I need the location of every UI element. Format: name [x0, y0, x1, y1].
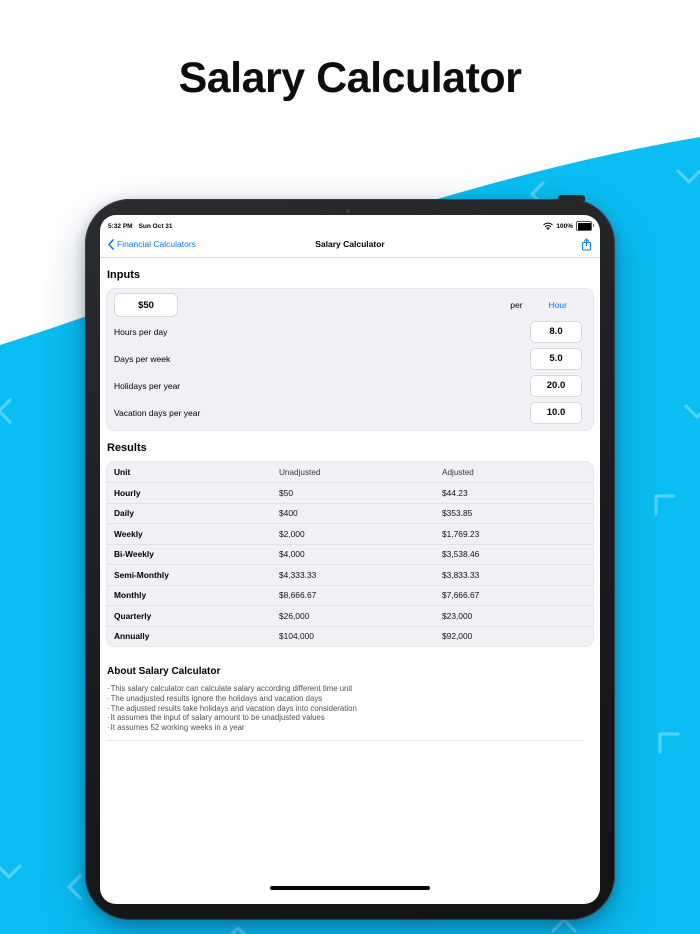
- table-row: Semi-Monthly $4,333.33 $3,833.33: [107, 565, 593, 586]
- about-bullet: The unadjusted results ignore the holida…: [107, 694, 593, 704]
- input-row: Hours per day 8.0: [107, 318, 593, 345]
- table-row: Hourly $50 $44.23: [107, 483, 593, 504]
- about-section-title: About Salary Calculator: [107, 666, 221, 677]
- value-input[interactable]: 10.0: [530, 401, 582, 424]
- table-row: Bi-Weekly $4,000 $3,538.46: [107, 545, 593, 565]
- cell-adjusted: $7,666.67: [442, 590, 480, 601]
- app-screen: 5:32 PM Sun Oct 31 100% Financial Calcul…: [100, 215, 600, 904]
- battery-percent: 100%: [556, 222, 573, 230]
- table-body: Hourly $50 $44.23 Daily $400 $353.85 Wee…: [107, 483, 593, 646]
- wifi-icon: [543, 222, 554, 230]
- unit-picker[interactable]: Hour: [548, 300, 567, 310]
- cell-unit: Quarterly: [114, 610, 152, 621]
- col-header-unit: Unit: [114, 467, 131, 477]
- table-row: Annually $104,000 $92,000: [107, 627, 593, 647]
- navigation-bar: Financial Calculators Salary Calculator: [108, 231, 592, 257]
- cell-unit: Weekly: [114, 528, 143, 539]
- table-row: Monthly $8,666.67 $7,666.67: [107, 586, 593, 606]
- input-field-list: Hours per day 8.0 Days per week 5.0 Holi…: [107, 318, 593, 426]
- value-input[interactable]: 5.0: [530, 347, 582, 370]
- cell-adjusted: $44.23: [442, 487, 468, 498]
- about-bullet-list: This salary calculator can calculate sal…: [107, 684, 593, 733]
- back-button[interactable]: Financial Calculators: [108, 238, 196, 250]
- results-table: Unit Unadjusted Adjusted Hourly $50 $44.…: [106, 461, 594, 647]
- inputs-section-title: Inputs: [107, 269, 140, 281]
- input-label: Holidays per year: [114, 380, 181, 391]
- table-row: Daily $400 $353.85: [107, 504, 593, 524]
- home-indicator[interactable]: [270, 886, 430, 890]
- input-label: Vacation days per year: [114, 407, 201, 418]
- input-row: Vacation days per year 10.0: [107, 399, 593, 426]
- cell-adjusted: $353.85: [442, 508, 473, 519]
- cell-unit: Bi-Weekly: [114, 549, 154, 560]
- about-divider: [107, 739, 583, 741]
- input-row: Holidays per year 20.0: [107, 372, 593, 399]
- cell-unit: Hourly: [114, 487, 141, 498]
- share-button[interactable]: [581, 238, 592, 251]
- results-section-title: Results: [107, 442, 147, 454]
- input-row: Days per week 5.0: [107, 345, 593, 372]
- cell-adjusted: $1,769.23: [442, 528, 480, 539]
- back-label: Financial Calculators: [117, 239, 196, 249]
- cell-adjusted: $3,833.33: [442, 569, 480, 580]
- cell-unadjusted: $4,333.33: [279, 569, 317, 580]
- status-bar: 5:32 PM Sun Oct 31 100%: [108, 221, 594, 231]
- col-header-adjusted: Adjusted: [442, 467, 474, 477]
- battery-icon: [576, 221, 594, 231]
- salary-amount-input[interactable]: $50: [114, 293, 178, 317]
- input-label: Days per week: [114, 353, 171, 364]
- salary-input-row: $50 per Hour: [107, 292, 593, 318]
- about-bullet: The adjusted results take holidays and v…: [107, 704, 593, 714]
- value-input[interactable]: 20.0: [530, 374, 582, 397]
- cell-unadjusted: $2,000: [279, 528, 305, 539]
- page-title: Salary Calculator: [178, 54, 522, 102]
- table-row: Weekly $2,000 $1,769.23: [107, 524, 593, 545]
- cell-unadjusted: $400: [279, 508, 298, 519]
- status-time: 5:32 PM: [108, 222, 133, 230]
- cell-unadjusted: $4,000: [279, 549, 305, 560]
- power-button: [558, 195, 585, 201]
- cell-unadjusted: $50: [279, 487, 293, 498]
- table-row: Quarterly $26,000 $23,000: [107, 606, 593, 627]
- cell-adjusted: $3,538.46: [442, 549, 480, 560]
- per-label: per: [510, 300, 523, 310]
- value-input[interactable]: 8.0: [530, 320, 582, 343]
- ipad-device-frame: 5:32 PM Sun Oct 31 100% Financial Calcul…: [85, 195, 615, 920]
- about-bullet: It assumes the input of salary amount to…: [107, 713, 593, 723]
- about-bullet: It assumes 52 working weeks in a year: [107, 723, 593, 733]
- front-camera-icon: [346, 209, 350, 213]
- cell-unadjusted: $8,666.67: [279, 590, 317, 601]
- cell-adjusted: $23,000: [442, 610, 473, 621]
- inputs-card: $50 per Hour Hours per day 8.0 Days per …: [106, 288, 594, 431]
- share-icon: [582, 238, 591, 250]
- cell-adjusted: $92,000: [442, 631, 473, 642]
- about-bullet: This salary calculator can calculate sal…: [107, 684, 593, 694]
- cell-unit: Semi-Monthly: [114, 569, 169, 580]
- nav-title: Salary Calculator: [315, 239, 385, 249]
- cell-unit: Daily: [114, 508, 135, 519]
- nav-divider: [100, 257, 600, 258]
- col-header-unadjusted: Unadjusted: [279, 467, 321, 477]
- cell-unit: Monthly: [114, 590, 147, 601]
- cell-unadjusted: $104,000: [279, 631, 314, 642]
- status-date: Sun Oct 31: [138, 222, 173, 230]
- table-header-row: Unit Unadjusted Adjusted: [107, 462, 593, 483]
- page-content: Inputs $50 per Hour Hours per day 8.0: [100, 269, 600, 741]
- input-label: Hours per day: [114, 326, 168, 337]
- cell-unadjusted: $26,000: [279, 610, 310, 621]
- back-chevron-icon: [108, 238, 114, 250]
- cell-unit: Annually: [114, 631, 150, 642]
